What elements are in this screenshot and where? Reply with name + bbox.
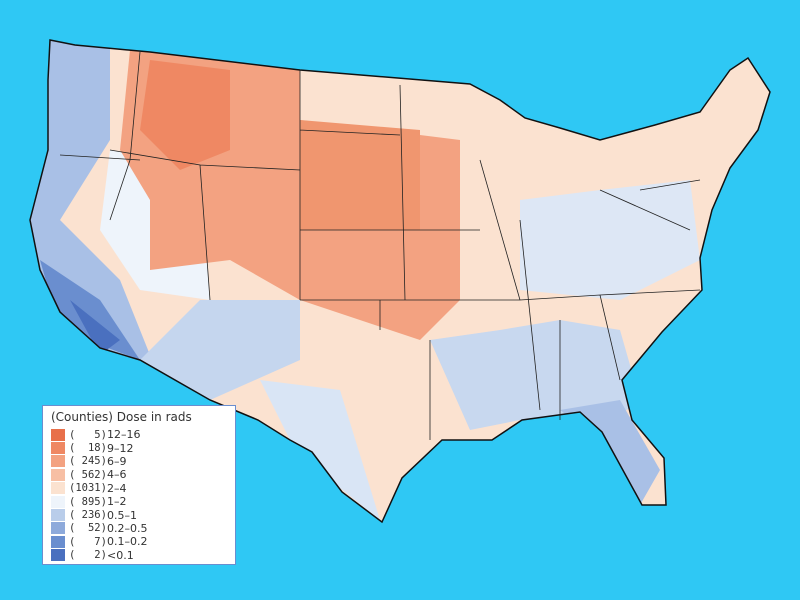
legend-count: ( 18) [69, 442, 107, 455]
legend-range: 0.5–1 [107, 508, 137, 522]
legend-range: 0.2–0.5 [107, 521, 148, 535]
legend-swatch [51, 549, 65, 562]
legend-item: (1031) 2–4 [43, 482, 235, 495]
legend-swatch [51, 442, 65, 455]
legend-item: ( 895) 1–2 [43, 495, 235, 508]
legend-count: ( 7) [69, 535, 107, 548]
legend-range: 4–6 [107, 468, 127, 482]
legend-count: ( 2) [69, 549, 107, 562]
legend-title: (Counties) Dose in rads [51, 410, 192, 424]
legend-range: <0.1 [107, 548, 134, 562]
legend-item: ( 2) <0.1 [43, 549, 235, 562]
legend-rows: ( 5) 12–16( 18) 9–12( 245) 6–9( 562) 4–6 (103… [43, 428, 235, 562]
legend-item: ( 236) 0.5–1 [43, 508, 235, 522]
legend-count: ( 52) [69, 522, 107, 535]
legend-item: ( 5) 12–16 [43, 428, 235, 441]
legend-swatch [51, 495, 65, 508]
legend-range: 9–12 [107, 441, 134, 455]
state-lines [59, 51, 701, 440]
legend-item: ( 7) 0.1–0.2 [43, 535, 235, 548]
legend-range: 0.1–0.2 [107, 535, 148, 549]
legend-swatch [51, 468, 65, 481]
legend-swatch [51, 509, 65, 522]
legend-swatch [51, 535, 65, 548]
legend-count: ( 236) [69, 509, 107, 522]
legend-count: ( 895) [69, 495, 107, 508]
legend-item: ( 18) 9–12 [43, 441, 235, 455]
legend-item: ( 562) 4–6 [43, 468, 235, 481]
legend-count: (1031) [69, 482, 107, 495]
legend-count: ( 562) [69, 468, 107, 481]
legend-swatch [51, 522, 65, 535]
legend-item: ( 52) 0.2–0.5 [43, 522, 235, 535]
legend-range: 1–2 [107, 495, 127, 509]
legend-range: 12–16 [107, 428, 141, 442]
legend-swatch [51, 428, 65, 441]
legend-item: ( 245) 6–9 [43, 455, 235, 468]
legend-range: 6–9 [107, 454, 127, 468]
legend-swatch [51, 455, 65, 468]
legend: (Counties) Dose in rads ( 5) 12–16( 18) 9–… [42, 405, 236, 565]
legend-range: 2–4 [107, 481, 127, 495]
legend-count: ( 5) [69, 428, 107, 441]
legend-swatch [51, 482, 65, 495]
legend-count: ( 245) [69, 455, 107, 468]
